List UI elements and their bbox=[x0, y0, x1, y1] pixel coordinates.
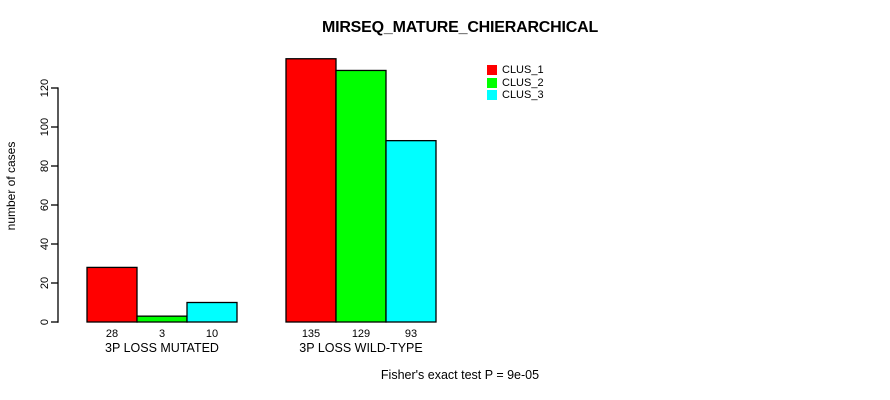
legend-color-swatch bbox=[487, 77, 497, 88]
y-tick-label: 100 bbox=[39, 118, 51, 136]
bar-value-label: 3 bbox=[159, 328, 165, 340]
bar-value-label: 10 bbox=[206, 328, 218, 340]
category-labels: 3P LOSS MUTATED 3P LOSS WILD-TYPE bbox=[105, 341, 423, 355]
legend-item: CLUS_1 bbox=[487, 64, 544, 76]
bar bbox=[136, 315, 188, 323]
bar-value-labels: 28 3 10 135 129 93 bbox=[106, 328, 417, 340]
category-label: 3P LOSS WILD-TYPE bbox=[299, 341, 422, 355]
bar-value-label: 129 bbox=[352, 328, 370, 340]
bar-value-label: 28 bbox=[106, 328, 118, 340]
y-tick-label: 40 bbox=[39, 238, 51, 250]
bar bbox=[186, 301, 238, 323]
chart-title: MIRSEQ_MATURE_CHIERARCHICAL bbox=[321, 19, 599, 36]
y-tick-label: 80 bbox=[39, 160, 51, 172]
bar bbox=[385, 139, 437, 323]
category-label: 3P LOSS MUTATED bbox=[105, 341, 219, 355]
bar bbox=[285, 58, 337, 323]
bar-value-label: 135 bbox=[302, 328, 320, 340]
bar bbox=[335, 69, 387, 323]
legend-item-label: CLUS_2 bbox=[502, 76, 544, 89]
y-tick-label: 60 bbox=[39, 199, 51, 211]
legend: CLUS_1 CLUS_2 CLUS_3 bbox=[487, 64, 544, 101]
legend-item-label: CLUS_3 bbox=[502, 88, 544, 101]
legend-color-swatch bbox=[487, 65, 497, 76]
legend-item: CLUS_3 bbox=[487, 89, 544, 101]
legend-item-label: CLUS_1 bbox=[502, 64, 544, 77]
y-tick-label: 120 bbox=[39, 79, 51, 97]
y-axis-tick-labels: 0 20 40 60 80 100 120 bbox=[39, 79, 51, 325]
bar bbox=[86, 266, 138, 323]
legend-item: CLUS_2 bbox=[487, 76, 544, 89]
bar-value-label: 93 bbox=[405, 328, 417, 340]
y-axis-ticks bbox=[51, 87, 58, 323]
y-tick-label: 20 bbox=[39, 277, 51, 289]
bars bbox=[86, 58, 437, 323]
legend-color-swatch bbox=[487, 89, 497, 100]
y-tick-label: 0 bbox=[39, 319, 51, 325]
statistical-test-annotation: Fisher's exact test P = 9e-05 bbox=[380, 368, 540, 382]
